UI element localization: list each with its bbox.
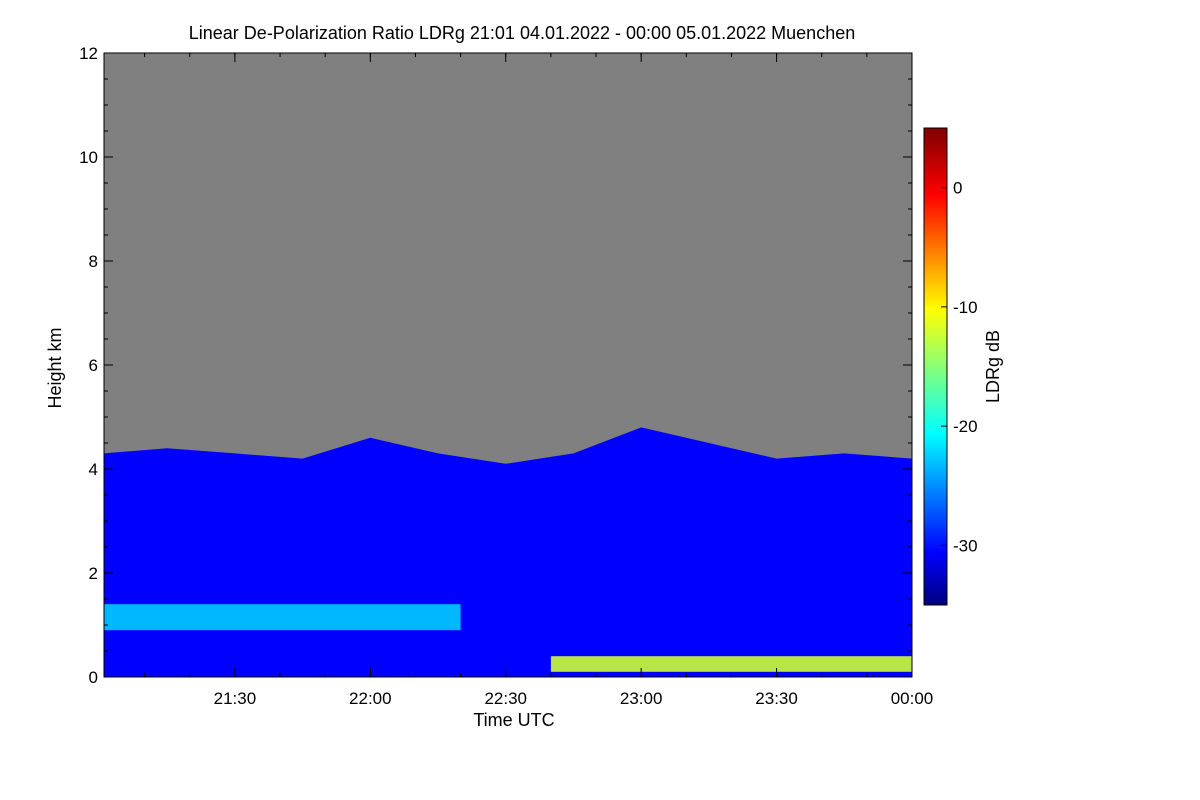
cloud-field [104, 427, 912, 677]
plot-area [103, 52, 913, 678]
x-tick-label-0: 21:30 [214, 689, 257, 708]
cloud-region [104, 427, 912, 677]
chart-title: Linear De-Polarization Ratio LDRg 21:01 … [189, 23, 855, 43]
feature-layers [104, 604, 912, 672]
x-tick-label-5: 00:00 [891, 689, 934, 708]
x-tick-label-2: 22:30 [484, 689, 527, 708]
x-axis: 21:30 22:00 22:30 23:00 23:30 00:00 [144, 53, 934, 708]
colorbar-tick-label-1: -10 [953, 298, 978, 317]
colorbar-label: LDRg dB [983, 330, 1003, 403]
colorbar-ticks: 0 -10 -20 -30 [941, 179, 978, 555]
colorbar-tick-label-3: -30 [953, 536, 978, 555]
y-tick-label-5: 10 [79, 148, 98, 167]
y-axis-label: Height km [45, 327, 65, 408]
colorbar: 0 -10 -20 -30 [923, 127, 978, 606]
x-tick-label-1: 22:00 [349, 689, 392, 708]
feature-layer-1 [550, 656, 912, 672]
colorbar-tick-label-2: -20 [953, 417, 978, 436]
y-tick-label-2: 4 [89, 460, 98, 479]
feature-layer-0 [104, 604, 461, 631]
x-tick-label-4: 23:30 [755, 689, 798, 708]
y-tick-label-4: 8 [89, 252, 98, 271]
x-tick-label-3: 23:00 [620, 689, 663, 708]
y-tick-label-1: 2 [89, 564, 98, 583]
colorbar-tick-label-0: 0 [953, 179, 962, 198]
x-axis-label: Time UTC [473, 710, 554, 730]
colorbar-gradient [923, 127, 948, 606]
y-tick-label-0: 0 [89, 668, 98, 687]
y-axis: 0 2 4 6 8 10 12 [79, 44, 912, 687]
y-tick-label-6: 12 [79, 44, 98, 63]
y-tick-label-3: 6 [89, 356, 98, 375]
